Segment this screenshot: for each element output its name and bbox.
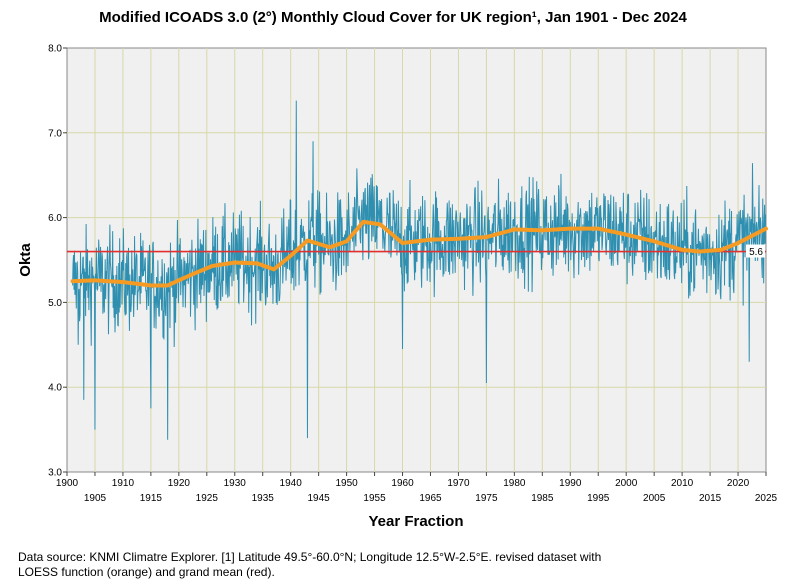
grand-mean: 5.6 [67, 244, 766, 258]
x-axis: 1900 1910 1920 1930 1940 1950 1960 1970 1980 1990… [56, 472, 778, 504]
monthly-line [72, 100, 767, 440]
x-tick-label: 1900 [56, 478, 79, 489]
x-tick-label: 1940 [280, 478, 303, 489]
x-tick-label: 1945 [308, 493, 331, 504]
loess-series [70, 219, 768, 288]
monthly-series [72, 100, 767, 440]
y-tick-label: 4.0 [48, 383, 62, 394]
x-tick-label: 1990 [559, 478, 582, 489]
source-note: Data source: KNMI Climatre Explorer. [1]… [18, 550, 602, 579]
loess-line [70, 219, 768, 288]
grand-mean-label-bg [746, 244, 765, 258]
y-tick-label: 6.0 [48, 213, 62, 224]
x-axis-label: Year Fraction [368, 513, 463, 530]
y-tick-label: 3.0 [48, 468, 62, 479]
x-tick-label: 2000 [615, 478, 638, 489]
x-tick-label: 1920 [168, 478, 191, 489]
x-tick-label: 1955 [363, 493, 386, 504]
x-tick-label: 1965 [419, 493, 442, 504]
x-tick-label: 1905 [84, 493, 107, 504]
y-tick-label: 5.0 [48, 298, 62, 309]
x-tick-label: 1950 [335, 478, 358, 489]
x-tick-label: 2025 [755, 493, 778, 504]
y-axis: 3.0 4.0 5.0 6.0 7.0 8.0 [48, 44, 67, 479]
y-tick-label: 8.0 [48, 44, 62, 55]
x-tick-label: 1935 [252, 493, 275, 504]
x-tick-label: 1915 [140, 493, 163, 504]
x-tick-label: 2005 [643, 493, 666, 504]
x-tick-label: 1970 [447, 478, 470, 489]
chart-title: Modified ICOADS 3.0 (2°) Monthly Cloud C… [99, 9, 687, 26]
x-tick-label: 1930 [224, 478, 247, 489]
x-tick-label: 1960 [391, 478, 414, 489]
x-tick-label: 1910 [112, 478, 135, 489]
x-tick-label: 1925 [196, 493, 219, 504]
y-axis-label: Okta [17, 243, 34, 277]
grand-mean-label: 5.6 [749, 247, 763, 258]
x-tick-label: 1985 [531, 493, 554, 504]
x-tick-label: 1975 [475, 493, 498, 504]
x-tick-label: 2010 [671, 478, 694, 489]
x-tick-label: 2020 [727, 478, 750, 489]
x-tick-label: 1995 [587, 493, 610, 504]
x-tick-label: 2015 [699, 493, 722, 504]
x-tick-label: 1980 [503, 478, 526, 489]
y-tick-label: 7.0 [48, 128, 62, 139]
